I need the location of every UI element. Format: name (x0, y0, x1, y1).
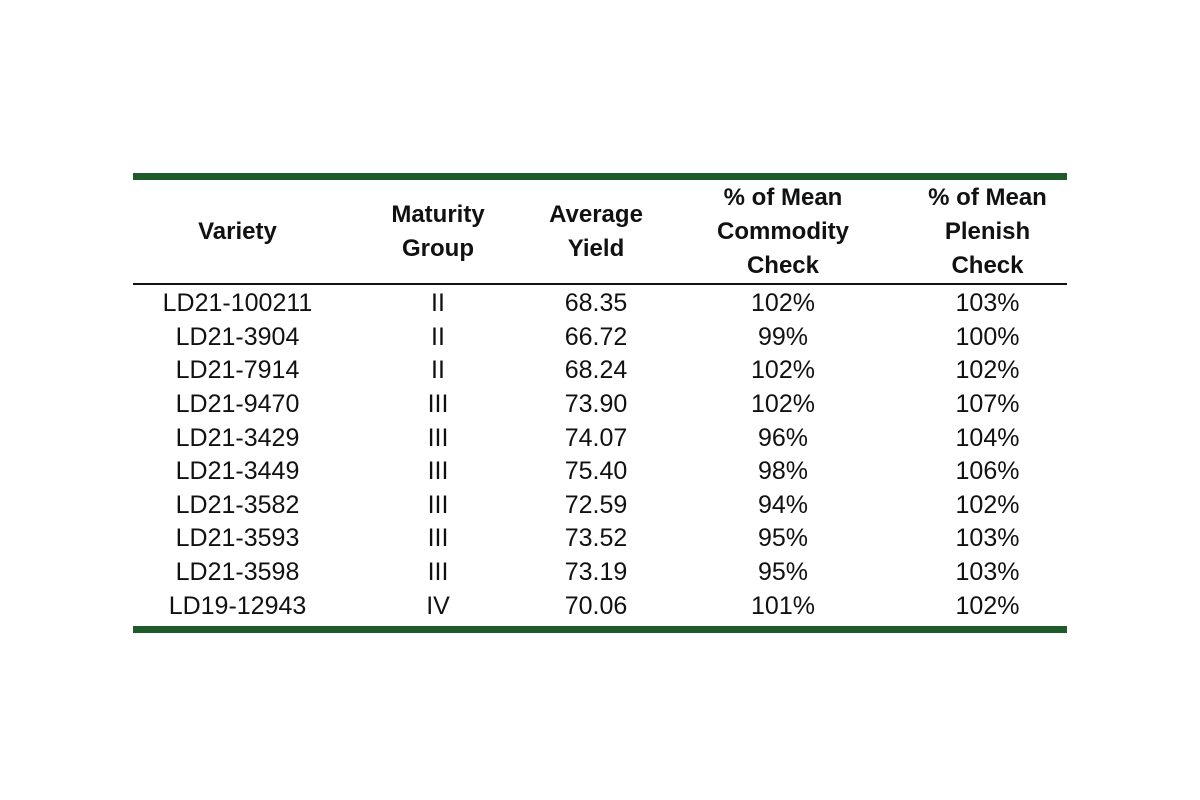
cell-pct-commodity-check: 102% (751, 356, 815, 385)
cell-pct-plenish-check: 104% (955, 423, 1020, 452)
table-row: LD19-12943 IV 70.06 101% 102% (133, 589, 1067, 623)
cell-maturity-group: IV (426, 591, 450, 620)
table-row: LD21-7914 II 68.24 102% 102% (133, 354, 1067, 388)
table-row: LD21-3582 III 72.59 94% 102% (133, 489, 1067, 523)
cell-variety: LD21-3593 (175, 524, 300, 553)
table-top-rule (133, 173, 1067, 180)
cell-variety: LD21-3429 (175, 423, 300, 452)
cell-maturity-group: III (427, 558, 449, 587)
cell-variety: LD21-100211 (162, 289, 313, 318)
cell-pct-commodity-check: 95% (757, 558, 809, 587)
table-row: LD21-3449 III 75.40 98% 106% (133, 455, 1067, 489)
cell-pct-plenish-check: 102% (955, 591, 1020, 620)
cell-pct-commodity-check: 99% (757, 322, 809, 351)
cell-maturity-group: III (427, 457, 449, 486)
cell-average-yield: 66.72 (564, 322, 628, 351)
cell-average-yield: 72.59 (564, 490, 628, 519)
cell-average-yield: 68.35 (564, 289, 628, 318)
cell-maturity-group: II (431, 289, 445, 318)
cell-pct-commodity-check: 102% (751, 390, 815, 419)
cell-pct-plenish-check: 107% (955, 390, 1020, 419)
table-row: LD21-3904 II 66.72 99% 100% (133, 321, 1067, 355)
table-bottom-rule (133, 625, 1067, 633)
cell-variety: LD21-7914 (175, 356, 300, 385)
header-pct-plenish-check: % of Mean Plenish Check (928, 183, 1047, 279)
table-header: Variety Maturity Group Average Yield % o… (133, 180, 1067, 285)
header-maturity-group: Maturity Group (391, 200, 485, 262)
cell-variety: LD21-3598 (175, 558, 300, 587)
cell-average-yield: 73.19 (564, 558, 628, 587)
cell-pct-plenish-check: 103% (955, 289, 1020, 318)
cell-average-yield: 68.24 (564, 356, 628, 385)
cell-variety: LD21-3582 (175, 490, 300, 519)
cell-maturity-group: III (427, 524, 449, 553)
cell-pct-commodity-check: 96% (757, 423, 809, 452)
cell-pct-commodity-check: 94% (757, 490, 809, 519)
cell-pct-commodity-check: 98% (757, 457, 809, 486)
cell-average-yield: 70.06 (564, 591, 628, 620)
table-row: LD21-9470 III 73.90 102% 107% (133, 388, 1067, 422)
table-body: LD21-100211 II 68.35 102% 103% LD21-3904 II 66.… (133, 285, 1067, 626)
cell-pct-commodity-check: 102% (751, 289, 815, 318)
table-row: LD21-100211 II 68.35 102% 103% (133, 287, 1067, 321)
cell-pct-commodity-check: 95% (757, 524, 809, 553)
cell-variety: LD21-3904 (175, 322, 300, 351)
cell-average-yield: 73.52 (564, 524, 628, 553)
cell-maturity-group: III (427, 490, 449, 519)
cell-maturity-group: III (427, 390, 449, 419)
cell-average-yield: 74.07 (564, 423, 628, 452)
cell-pct-plenish-check: 102% (955, 490, 1020, 519)
cell-pct-plenish-check: 106% (955, 457, 1020, 486)
header-average-yield: Average Yield (549, 200, 643, 262)
cell-pct-commodity-check: 101% (751, 591, 815, 620)
cell-maturity-group: II (431, 356, 445, 385)
cell-maturity-group: III (427, 423, 449, 452)
cell-pct-plenish-check: 103% (955, 524, 1020, 553)
cell-variety: LD21-3449 (175, 457, 300, 486)
cell-pct-plenish-check: 103% (955, 558, 1020, 587)
header-pct-commodity-check: % of Mean Commodity Check (717, 183, 849, 279)
cell-average-yield: 75.40 (564, 457, 628, 486)
table-row: LD21-3429 III 74.07 96% 104% (133, 421, 1067, 455)
cell-variety: LD21-9470 (175, 390, 300, 419)
cell-pct-plenish-check: 102% (955, 356, 1020, 385)
table-row: LD21-3598 III 73.19 95% 103% (133, 556, 1067, 590)
cell-variety: LD19-12943 (168, 591, 307, 620)
cell-maturity-group: II (431, 322, 445, 351)
header-variety: Variety (198, 217, 277, 245)
table-row: LD21-3593 III 73.52 95% 103% (133, 522, 1067, 556)
cell-average-yield: 73.90 (564, 390, 628, 419)
cell-pct-plenish-check: 100% (955, 322, 1020, 351)
yield-table: Variety Maturity Group Average Yield % o… (133, 173, 1067, 633)
